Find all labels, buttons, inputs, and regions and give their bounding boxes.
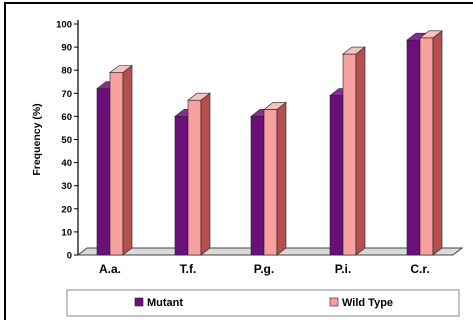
legend-swatch bbox=[134, 297, 144, 307]
y-tick-label: 70 bbox=[61, 89, 72, 100]
bar-wild-type-4-side bbox=[432, 30, 443, 256]
bar-wild-type-3-front bbox=[342, 53, 357, 256]
bar-wild-type-3-top bbox=[342, 46, 366, 55]
y-tick-label: 60 bbox=[61, 112, 72, 123]
y-tick-label: 0 bbox=[67, 251, 72, 262]
y-tick-label: 50 bbox=[61, 135, 72, 146]
y-tick-label: 10 bbox=[61, 227, 72, 238]
x-tick-label: P.i. bbox=[335, 262, 351, 276]
bar-wild-type-1-side bbox=[200, 92, 211, 256]
y-tick-label: 30 bbox=[61, 181, 72, 192]
bar-wild-type-1-top bbox=[187, 92, 211, 101]
bar-wild-type-0-front bbox=[109, 72, 124, 256]
bar-wild-type-0-side bbox=[122, 64, 133, 256]
legend: Mutant Wild Type bbox=[66, 289, 460, 317]
legend-box bbox=[66, 289, 460, 317]
y-tick-label: 20 bbox=[61, 204, 72, 215]
chart-frame bbox=[4, 2, 473, 320]
legend-label: Mutant bbox=[147, 297, 183, 309]
bar-mutant-4-front bbox=[406, 39, 421, 256]
bar-wild-type-4-front bbox=[419, 37, 434, 256]
bar-wild-type-2-top bbox=[263, 102, 287, 110]
y-tick-label: 80 bbox=[61, 66, 72, 77]
x-tick-label: C.r. bbox=[410, 262, 429, 276]
legend-swatch bbox=[329, 297, 339, 307]
y-tick-label: 90 bbox=[61, 43, 72, 54]
bar-wild-type-3-side bbox=[355, 46, 366, 256]
legend-label: Wild Type bbox=[342, 297, 393, 309]
bar-wild-type-1-front bbox=[187, 99, 202, 256]
bar-wild-type-2-side bbox=[276, 101, 287, 256]
bar-mutant-0-front bbox=[96, 88, 111, 256]
bars-layer bbox=[96, 30, 443, 256]
bar-wild-type-0-top bbox=[109, 65, 133, 73]
bar-mutant-2-front bbox=[250, 116, 265, 256]
x-tick-label: P.g. bbox=[254, 262, 274, 276]
bar-wild-type-2-front bbox=[263, 109, 278, 256]
labels-layer: 0 10 20 30 40 50 60 70 80 90 100 Frequency (%) A.a. T… bbox=[31, 20, 430, 277]
bar-wild-type-4-top bbox=[419, 30, 443, 39]
bar-mutant-1-front bbox=[174, 116, 189, 256]
x-tick-label: A.a. bbox=[99, 262, 121, 276]
y-tick-label: 40 bbox=[61, 158, 72, 169]
x-tick-label: T.f. bbox=[180, 262, 197, 276]
y-axis-title: Frequency (%) bbox=[31, 103, 43, 175]
y-tick-label: 100 bbox=[56, 20, 72, 31]
bar-mutant-3-front bbox=[329, 95, 344, 256]
